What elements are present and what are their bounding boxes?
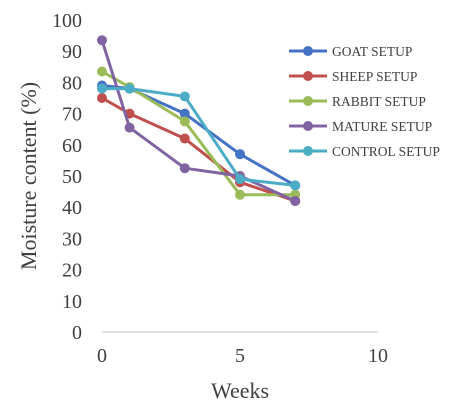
legend-item: RABBIT SETUP [289,94,426,109]
x-axis-label: Weeks [211,378,269,403]
legend-label: SHEEP SETUP [332,69,417,84]
series-4 [97,83,301,191]
data-point [179,116,190,127]
y-tick-label: 10 [62,291,82,313]
x-tick-label: 5 [235,345,245,367]
y-axis-label: Moisture content (%) [16,82,41,270]
data-point [97,93,107,103]
data-point [235,189,245,200]
y-axis-ticks: 0 10 20 30 40 50 60 70 80 90 100 [52,10,82,344]
data-point [124,122,135,133]
data-point [179,133,190,144]
series-layer [97,35,301,206]
data-point [290,195,301,206]
legend-label: RABBIT SETUP [332,94,426,109]
legend-swatch-marker [303,71,313,81]
data-point [290,180,301,191]
x-tick-label: 0 [97,345,107,367]
y-tick-label: 40 [62,197,82,219]
y-tick-label: 50 [62,166,82,188]
series-line [100,39,296,203]
y-tick-label: 30 [62,228,82,250]
data-point [97,66,107,77]
legend-item: MATURE SETUP [289,119,432,134]
data-point [124,83,135,94]
y-tick-label: 70 [62,104,82,126]
legend: GOAT SETUP SHEEP SETUP RABBIT SETUP MATURE … [289,44,440,159]
legend-item: CONTROL SETUP [289,144,440,159]
legend-item: SHEEP SETUP [289,69,417,84]
data-point [97,83,107,94]
y-tick-label: 0 [72,322,82,344]
y-tick-label: 100 [52,10,82,32]
data-point [235,149,245,160]
data-point [179,91,190,102]
legend-swatch-marker [303,146,313,156]
x-axis-ticks: 0 5 10 [97,345,388,367]
data-point [235,174,245,185]
y-tick-label: 80 [62,72,82,94]
legend-swatch-marker [303,121,313,131]
series-3 [97,35,301,206]
x-tick-label: 10 [368,345,388,367]
legend-label: CONTROL SETUP [332,144,440,159]
y-tick-label: 60 [62,135,82,157]
data-point [97,35,107,46]
legend-label: MATURE SETUP [332,119,432,134]
y-tick-label: 20 [62,260,82,282]
legend-swatch-marker [303,46,313,56]
series-0 [97,80,301,191]
legend-swatch-marker [303,96,313,106]
legend-label: GOAT SETUP [332,44,412,59]
legend-item: GOAT SETUP [289,44,412,59]
y-tick-label: 90 [62,41,82,63]
data-point [179,163,190,174]
data-point [179,108,190,119]
